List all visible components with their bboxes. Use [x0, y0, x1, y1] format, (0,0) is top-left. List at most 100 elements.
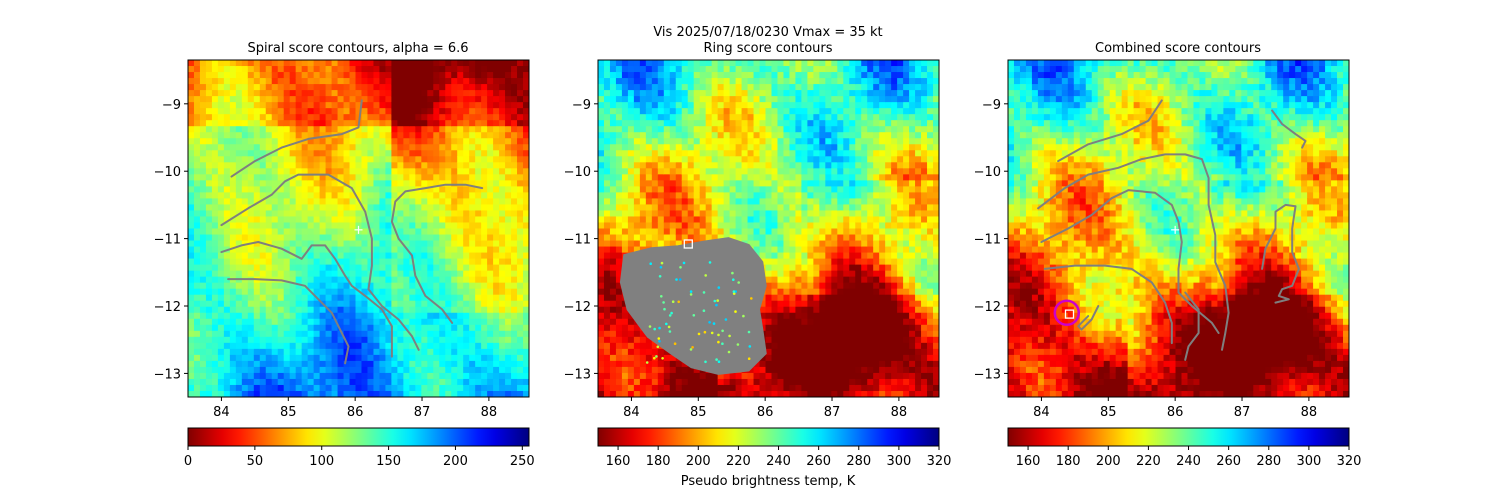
heatmap-cell: [373, 78, 381, 85]
heatmap-cell: [373, 288, 381, 296]
heatmap-cell: [433, 204, 440, 212]
heatmap-cell: [723, 60, 731, 67]
heatmap-cell: [235, 120, 243, 127]
heatmap-cell: [241, 216, 249, 224]
heatmap-cell: [367, 126, 375, 133]
heatmap-cell: [741, 198, 749, 206]
heatmap-cell: [337, 366, 345, 374]
heatmap-cell: [391, 132, 398, 139]
heatmap-cell: [361, 240, 369, 248]
heatmap-cell: [517, 318, 524, 326]
heatmap-cell: [301, 306, 309, 314]
heatmap-cell: [403, 144, 410, 151]
heatmap-cell: [771, 378, 779, 386]
heatmap-cell: [741, 168, 749, 175]
heatmap-cell: [693, 186, 701, 193]
heatmap-cell: [771, 174, 779, 181]
heatmap-cell: [687, 234, 695, 242]
heatmap-cell: [241, 300, 249, 308]
heatmap-cell: [505, 258, 512, 266]
heatmap-cell: [771, 390, 779, 397]
heatmap-cell: [669, 174, 677, 181]
heatmap-cell: [199, 288, 207, 296]
heatmap-cell: [499, 384, 506, 392]
heatmap-cell: [463, 300, 470, 308]
heatmap-cell: [621, 72, 629, 79]
heatmap-cell: [415, 354, 422, 362]
heatmap-cell: [361, 216, 369, 224]
heatmap-cell: [391, 366, 398, 374]
heatmap-cell: [235, 96, 243, 103]
heatmap-cell: [301, 216, 309, 224]
heatmap-cell: [603, 240, 611, 248]
heatmap-cell: [403, 234, 410, 242]
heatmap-cell: [188, 84, 195, 91]
heatmap-cell: [193, 138, 201, 145]
heatmap-cell: [675, 384, 683, 392]
heatmap-cell: [493, 198, 500, 206]
heatmap-cell: [205, 96, 213, 103]
heatmap-cell: [343, 108, 351, 115]
heatmap-cell: [771, 270, 779, 278]
heatmap-cell: [205, 384, 213, 392]
heatmap-cell: [645, 198, 653, 206]
heatmap-cell: [609, 162, 617, 169]
heatmap-cell: [277, 372, 285, 380]
heatmap-cell: [271, 102, 279, 109]
heatmap-cell: [325, 312, 333, 320]
heatmap-cell: [457, 84, 464, 91]
heatmap-cell: [639, 390, 647, 397]
heatmap-cell: [439, 222, 446, 230]
heatmap-cell: [307, 198, 315, 206]
heatmap-cell: [283, 384, 291, 392]
heatmap-cell: [188, 102, 195, 109]
heatmap-cell: [361, 120, 369, 127]
heatmap-cell: [427, 234, 434, 242]
heatmap-cell: [717, 144, 725, 151]
heatmap-cell: [343, 156, 351, 163]
heatmap-cell: [651, 228, 659, 236]
heatmap-cell: [343, 318, 351, 326]
heatmap-cell: [337, 390, 345, 397]
heatmap-cell: [633, 336, 641, 344]
heatmap-cell: [343, 192, 351, 200]
heatmap-cell: [639, 186, 647, 193]
heatmap-cell: [391, 306, 398, 314]
heatmap-cell: [711, 186, 719, 193]
heatmap-cell: [283, 366, 291, 374]
heatmap-cell: [627, 192, 635, 200]
heatmap-cell: [627, 216, 635, 224]
heatmap-cell: [463, 342, 470, 350]
heatmap-cell: [469, 120, 476, 127]
heatmap-cell: [457, 342, 464, 350]
heatmap-cell: [598, 378, 605, 386]
heatmap-cell: [188, 252, 195, 260]
heatmap-cell: [301, 180, 309, 187]
heatmap-cell: [235, 282, 243, 290]
heatmap-cell: [603, 366, 611, 374]
heatmap-cell: [627, 210, 635, 218]
heatmap-cell: [403, 366, 410, 374]
heatmap-cell: [325, 234, 333, 242]
heatmap-cell: [247, 318, 255, 326]
heatmap-cell: [379, 210, 387, 218]
heatmap-cell: [445, 330, 452, 338]
heatmap-cell: [188, 96, 195, 103]
heatmap-cell: [753, 246, 761, 254]
heatmap-cell: [355, 252, 363, 260]
heatmap-cell: [759, 90, 767, 97]
heatmap-cell: [319, 270, 327, 278]
heatmap-cell: [487, 210, 494, 218]
heatmap-cell: [627, 324, 635, 332]
heatmap-cell: [409, 114, 416, 121]
heatmap-cell: [397, 66, 404, 73]
heatmap-cell: [487, 312, 494, 320]
heatmap-cell: [439, 246, 446, 254]
heatmap-cell: [253, 390, 261, 397]
heatmap-cell: [331, 246, 339, 254]
heatmap-cell: [385, 264, 392, 272]
heatmap-cell: [469, 312, 476, 320]
heatmap-cell: [265, 324, 273, 332]
heatmap-cell: [615, 288, 623, 296]
heatmap-cell: [313, 198, 321, 206]
